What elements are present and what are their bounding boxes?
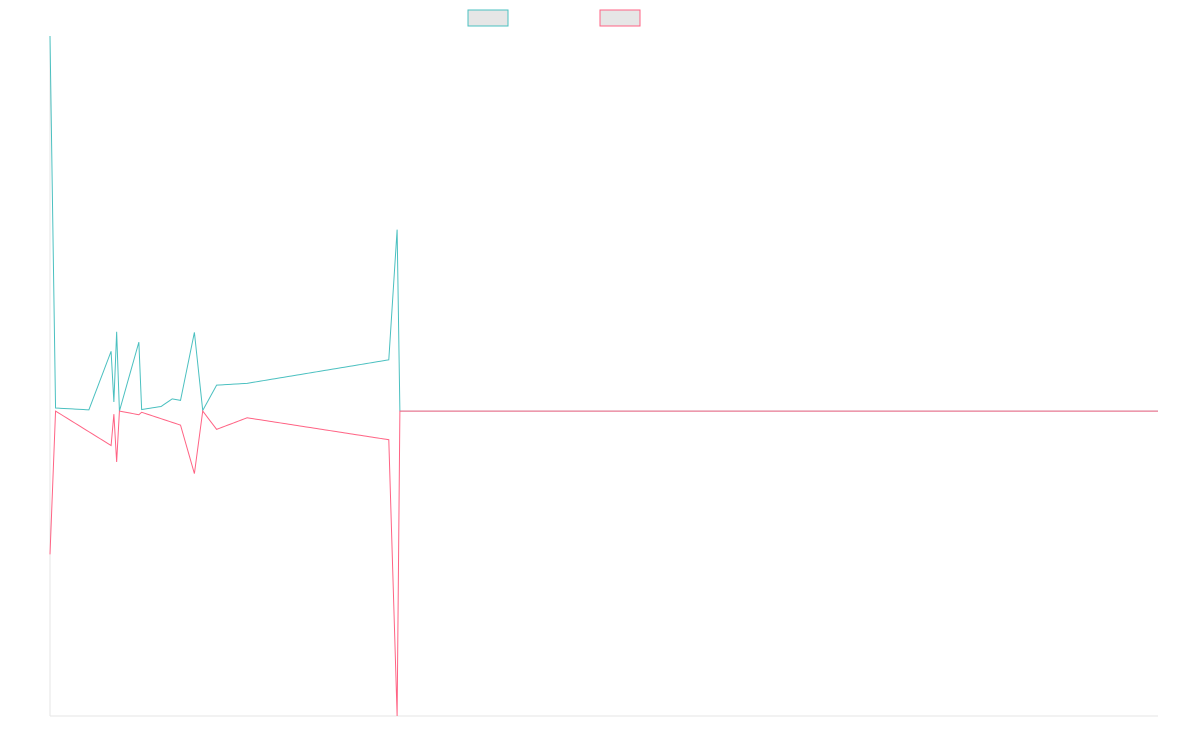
legend-swatch-1 <box>467 9 509 27</box>
axes <box>49 36 1158 717</box>
legend-swatch-2 <box>599 9 641 27</box>
legend-item-2[interactable] <box>599 9 641 27</box>
legend <box>467 9 641 27</box>
series-layer <box>49 35 1158 717</box>
legend-item-1[interactable] <box>467 9 509 27</box>
series-line-1 <box>49 35 1158 413</box>
series-line-2 <box>49 409 1158 717</box>
